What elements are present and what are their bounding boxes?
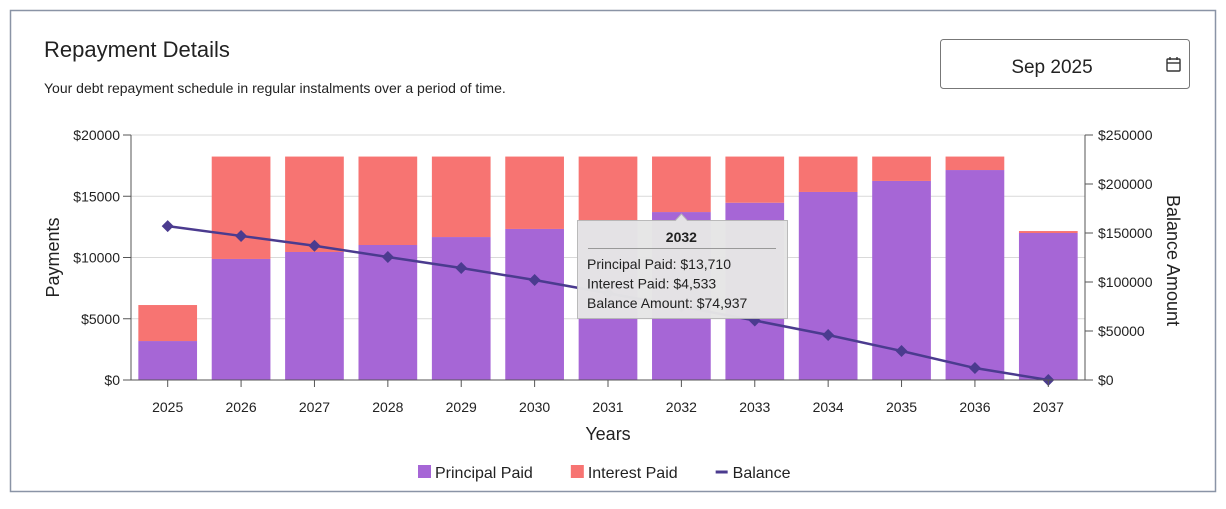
x-tick-label: 2026 (225, 399, 256, 415)
y2-axis-title: Balance Amount (1163, 195, 1183, 326)
tooltip-title: 2032 (666, 229, 697, 245)
marker (528, 274, 541, 287)
legend-swatch (418, 465, 431, 478)
bar (138, 341, 198, 380)
bar (578, 156, 638, 221)
bar (798, 156, 858, 192)
calendar-icon[interactable] (1166, 57, 1181, 72)
y2-tick-label: $50000 (1098, 323, 1145, 339)
x-tick-label: 2033 (739, 399, 770, 415)
x-tick-label: 2032 (666, 399, 697, 415)
y2-tick-label: $100000 (1098, 274, 1153, 290)
date-picker-value[interactable]: Sep 2025 (1011, 57, 1092, 78)
marker (161, 220, 174, 233)
bar (431, 237, 491, 380)
y-tick-label: $10000 (73, 250, 120, 266)
y2-tick-label: $150000 (1098, 225, 1153, 241)
legend-label: Interest Paid (588, 465, 678, 482)
y2-tick-label: $250000 (1098, 127, 1153, 143)
subtitle: Your debt repayment schedule in regular … (44, 80, 506, 96)
tooltip-line: Balance Amount: $74,937 (587, 295, 748, 311)
date-picker-box[interactable] (940, 39, 1190, 89)
y-tick-label: $20000 (73, 127, 120, 143)
bar (1018, 233, 1078, 380)
tooltip-box (577, 213, 788, 319)
x-tick-label: 2034 (813, 399, 844, 415)
x-tick-label: 2031 (592, 399, 623, 415)
x-tick-label: 2027 (299, 399, 330, 415)
legend-label: Principal Paid (435, 465, 533, 482)
bar (945, 170, 1005, 380)
tooltip-line: Interest Paid: $4,533 (587, 276, 716, 292)
bar (505, 228, 564, 380)
marker (455, 261, 468, 274)
bar (652, 156, 711, 213)
y-axis-title: Payments (43, 217, 63, 297)
bar (358, 245, 418, 380)
marker (235, 229, 248, 242)
bar (431, 156, 491, 238)
legend-label: Balance (733, 465, 791, 482)
bar (285, 251, 344, 380)
x-axis-title: Years (585, 424, 630, 444)
x-tick-label: 2030 (519, 399, 550, 415)
marker (822, 329, 835, 342)
bar (872, 156, 931, 181)
bar (358, 156, 418, 246)
y2-tick-label: $200000 (1098, 176, 1153, 192)
bar (285, 156, 344, 252)
x-tick-label: 2025 (152, 399, 183, 415)
bar (1018, 231, 1078, 233)
marker (968, 362, 981, 375)
x-tick-label: 2028 (372, 399, 403, 415)
legend-swatch (570, 465, 584, 478)
bar (211, 258, 271, 380)
date-picker[interactable]: Sep 2025 (940, 39, 1190, 89)
x-tick-label: 2029 (446, 399, 477, 415)
marker (381, 251, 394, 264)
bar (945, 156, 1005, 171)
marker (895, 344, 908, 357)
bar (138, 305, 198, 342)
y-tick-label: $15000 (73, 188, 120, 204)
tooltip-line: Principal Paid: $13,710 (587, 256, 731, 272)
title: Repayment Details (44, 37, 230, 62)
x-tick-label: 2036 (959, 399, 990, 415)
marker (308, 239, 321, 252)
tooltip: 2032 Principal Paid: $13,710 Interest Paid… (577, 213, 788, 319)
bar (505, 156, 564, 229)
x-tick-label: 2035 (886, 399, 917, 415)
y-tick-label: $0 (104, 372, 120, 388)
bar (798, 191, 858, 380)
y2-tick-label: $0 (1098, 372, 1114, 388)
x-tick-label: 2037 (1033, 399, 1064, 415)
bar (725, 156, 785, 203)
y-tick-label: $5000 (81, 311, 120, 327)
bar (211, 156, 271, 259)
